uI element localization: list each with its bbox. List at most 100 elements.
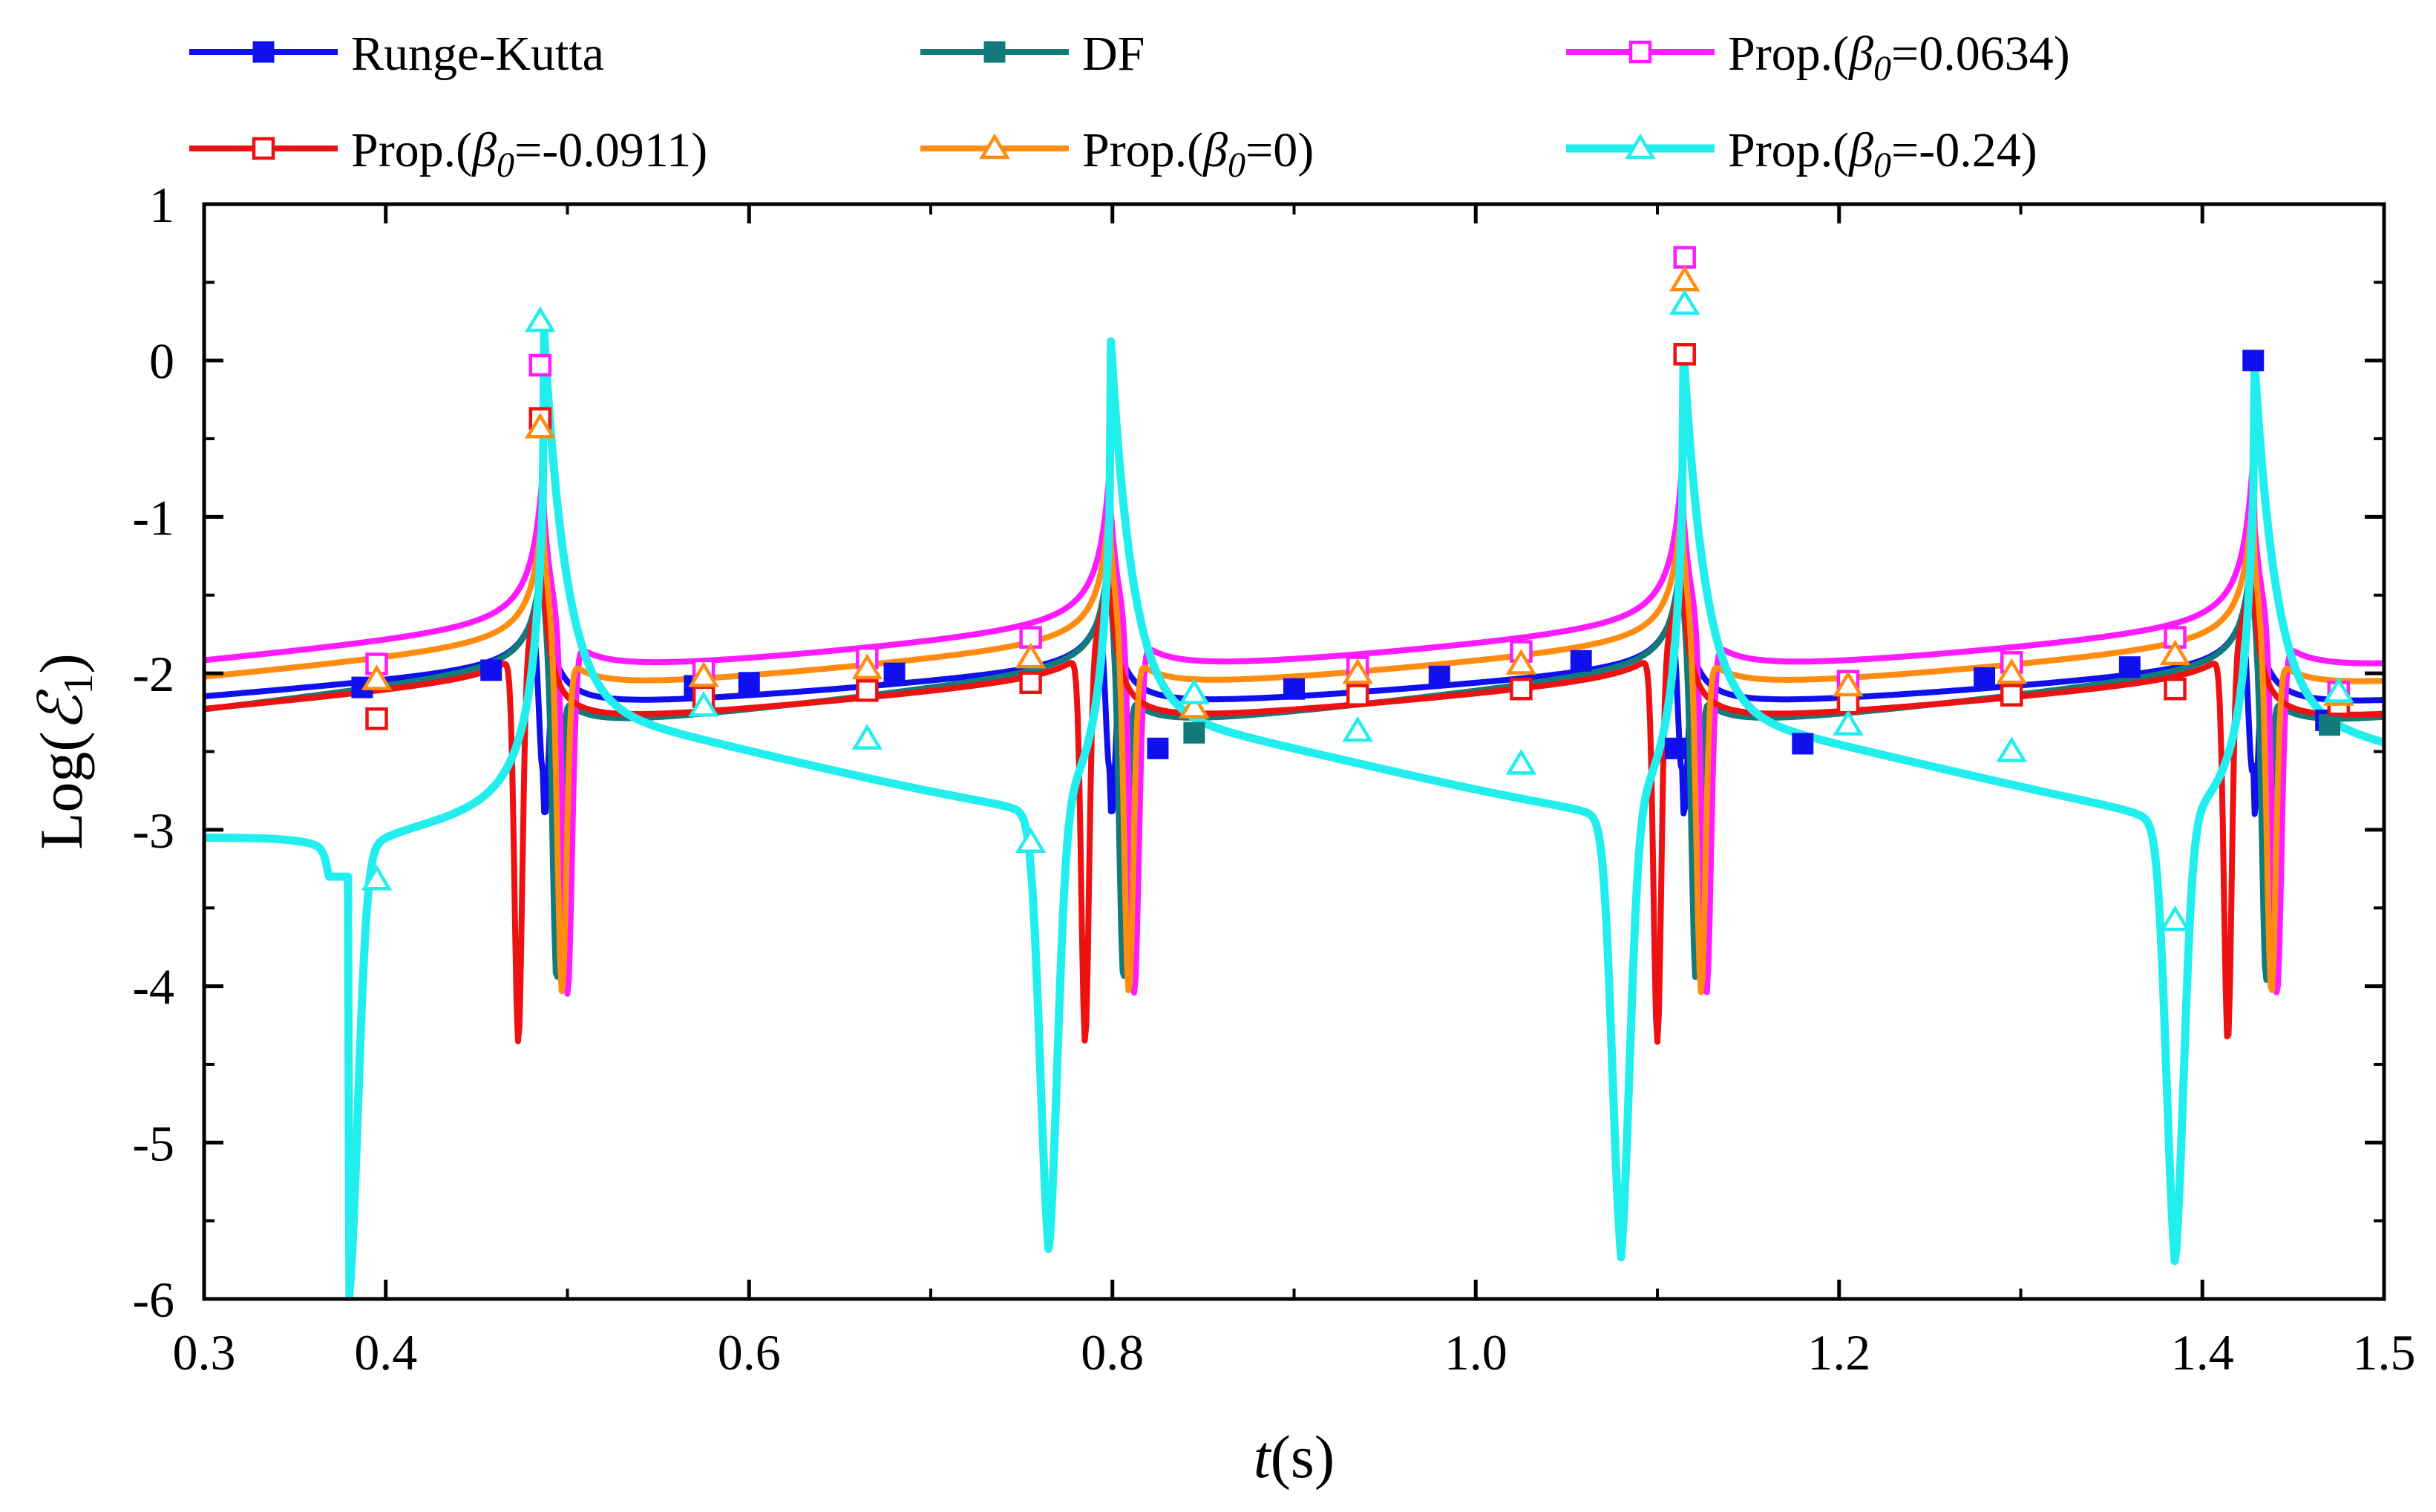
series-layer [204,329,2384,1299]
x-axis-title-italic: t [1254,1423,1272,1490]
x-tick-label: 1.0 [1444,1324,1507,1381]
data-point-prop-0-0-0911- [1346,684,1369,707]
x-tick-label: 1.4 [2171,1324,2234,1381]
data-point-prop-0-0-24- [1669,289,1700,315]
data-point-prop-0-0-24- [1996,736,2028,762]
data-point-runge-kutta [883,662,906,684]
legend-item: Prop.(β0=0) [920,123,1314,185]
data-point-prop-0-0-24- [1015,827,1047,853]
legend-marker [1625,133,1656,160]
legend-label: Prop.(β0=0.0634) [1728,27,2070,88]
y-tick-label: -4 [132,959,174,1015]
x-tick-label: 0.4 [354,1324,417,1381]
y-tick-label: -1 [132,489,174,546]
x-axis-title: t(s) [1254,1423,1335,1490]
data-point-runge-kutta [1428,665,1450,687]
legend-marker [1628,40,1652,64]
data-point-prop-0-0-24- [2323,677,2354,703]
data-point-prop-0-0- [1015,642,1047,669]
y-axis-title: Log(ℰ1) [27,653,102,849]
data-point-prop-0-0-0911- [2000,684,2023,707]
data-point-prop-0-0- [688,661,719,687]
data-point-prop-0-0- [361,664,393,690]
data-point-runge-kutta [2118,656,2141,678]
data-point-prop-0-0-0911- [1673,343,1696,366]
data-point-prop-0-0- [1505,649,1537,675]
y-axis-title-symbol: ℰ [27,689,95,731]
x-tick-label: 1.5 [2353,1324,2416,1381]
data-point-prop-0-0- [525,412,556,439]
data-point-prop-0-0-24- [2159,905,2191,932]
data-point-df [2392,707,2412,727]
data-point-prop-0-0-0911- [856,679,879,702]
legend-marker [983,41,1006,63]
data-point-prop-0-0-24- [1833,710,1864,736]
data-point-prop-0-0-24- [1505,748,1537,775]
data-point-prop-0-0-24- [688,691,719,717]
data-point-runge-kutta [1792,733,1814,755]
legend-item: Prop.(β0=-0.0911) [189,123,707,185]
data-point-prop-0-0-0911- [1510,677,1533,701]
data-point-prop-0-0-0634- [528,353,552,377]
x-tick-label: 0.3 [173,1324,236,1381]
data-point-prop-0-0-0911- [2164,677,2187,701]
legend-marker [252,41,275,63]
legend-label: Prop.(β0=-0.24) [1728,123,2037,185]
y-tick-label: -2 [132,646,174,702]
series-line-df [204,528,2384,983]
data-point-prop-0-0-24- [1342,716,1373,742]
data-point-prop-0-0-0911- [365,707,388,730]
x-tick-label: 1.2 [1807,1324,1870,1381]
y-axis-title-subscript: 1 [56,674,102,695]
data-point-prop-0-0- [1342,658,1373,684]
legend-label: Runge-Kutta [351,27,604,81]
marker-layer [351,246,2412,932]
data-point-prop-0-0- [1669,265,1700,292]
data-point-runge-kutta [1283,678,1305,700]
data-point-runge-kutta [1570,649,1592,672]
legend-item: Runge-Kutta [189,27,604,81]
y-tick-label: -6 [132,1272,174,1328]
legend-marker [979,133,1010,160]
data-point-runge-kutta [738,672,760,694]
data-point-prop-0-0- [1833,670,1864,697]
y-axis-title-suffix: ) [27,653,95,673]
data-point-prop-0-0-24- [361,864,393,891]
data-point-df [2319,714,2341,736]
data-point-runge-kutta [2242,350,2265,372]
data-point-prop-0-0- [851,653,883,680]
data-point-prop-0-0- [2159,639,2191,666]
x-tick-label: 0.8 [1081,1324,1144,1381]
legend-item: Prop.(β0=-0.24) [1566,123,2037,185]
legend-label: DF [1082,27,1145,81]
data-point-prop-0-0- [1996,658,2028,684]
axes: 0.3 0.4 0.6 0.8 1.0 1.2 1.4 1.5 1 0 -1 -2 -3 -4 -5 -6 [132,177,2415,1381]
data-point-runge-kutta [480,659,502,681]
series-line-prop-0-0-0634- [204,456,2384,997]
data-point-prop-0-0-0634- [1673,246,1696,269]
y-axis-title-prefix: Log( [27,731,95,849]
y-tick-label: -3 [132,802,174,859]
data-point-prop-0-0-24- [851,724,883,750]
x-axis-title-unit: (s) [1271,1423,1335,1490]
series-line-prop-0-0-24- [204,329,2384,1299]
legend-label: Prop.(β0=-0.0911) [351,123,707,185]
legend: Runge-Kutta DF Prop.(β0=0.0634) Prop.(β0=-0… [189,27,2070,185]
axis-titles: t(s) Log(ℰ1) [27,653,1335,1490]
data-point-runge-kutta [1974,667,1996,689]
y-tick-label: -5 [132,1115,174,1171]
data-point-runge-kutta [1147,737,1169,759]
y-tick-label: 0 [149,333,174,390]
data-point-runge-kutta [1664,737,1686,759]
y-tick-label: 1 [149,177,174,233]
legend-marker [252,137,275,160]
legend-label: Prop.(β0=0) [1082,123,1314,185]
data-point-prop-0-0- [1179,693,1210,719]
legend-item: DF [920,27,1145,81]
data-point-prop-0-0-0911- [1019,671,1042,695]
data-point-prop-0-0-24- [1179,678,1210,704]
data-point-df [1183,721,1205,744]
x-tick-label: 0.6 [718,1324,781,1381]
legend-item: Prop.(β0=0.0634) [1566,27,2070,88]
